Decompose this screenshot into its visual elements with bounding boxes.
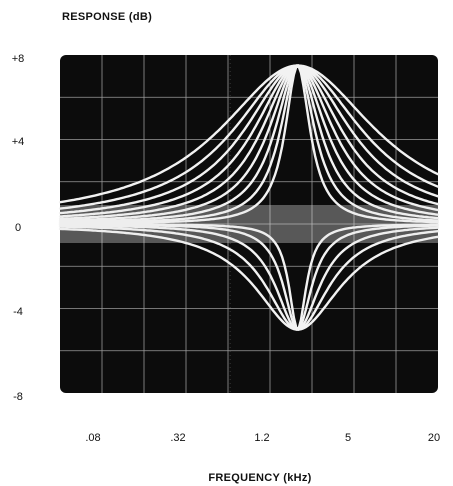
x-tick-label: .08 bbox=[85, 432, 100, 444]
x-tick-label: 1.2 bbox=[254, 432, 269, 444]
y-tick-labels: +8 +4 0 -4 -8 bbox=[12, 53, 25, 403]
x-tick-label: 5 bbox=[345, 432, 351, 444]
y-axis-label: RESPONSE (dB) bbox=[62, 11, 152, 23]
response-curve-14 bbox=[58, 223, 440, 331]
response-curve-7 bbox=[58, 64, 440, 224]
y-tick-label: -8 bbox=[13, 391, 23, 403]
response-curve-4 bbox=[58, 64, 440, 218]
response-curve-1 bbox=[58, 64, 440, 204]
response-curve-6 bbox=[58, 64, 440, 222]
response-curve-11 bbox=[58, 225, 440, 331]
y-tick-label: +8 bbox=[12, 53, 25, 65]
response-curve-9 bbox=[58, 64, 440, 225]
y-tick-label: -4 bbox=[13, 306, 23, 318]
zero-line-band bbox=[60, 204, 438, 244]
response-curves bbox=[58, 64, 440, 331]
y-tick-label: 0 bbox=[15, 222, 21, 234]
y-tick-label: +4 bbox=[12, 136, 25, 148]
x-tick-labels: .08 .32 1.2 5 20 bbox=[85, 432, 440, 444]
response-curve-2 bbox=[58, 64, 440, 210]
response-curve-12 bbox=[58, 224, 440, 331]
x-tick-label: 20 bbox=[428, 432, 440, 444]
x-axis-label: FREQUENCY (kHz) bbox=[208, 472, 311, 484]
response-curve-10 bbox=[58, 227, 440, 331]
x-tick-label: .32 bbox=[170, 432, 185, 444]
response-curve-3 bbox=[58, 64, 440, 215]
response-curve-5 bbox=[58, 64, 440, 220]
